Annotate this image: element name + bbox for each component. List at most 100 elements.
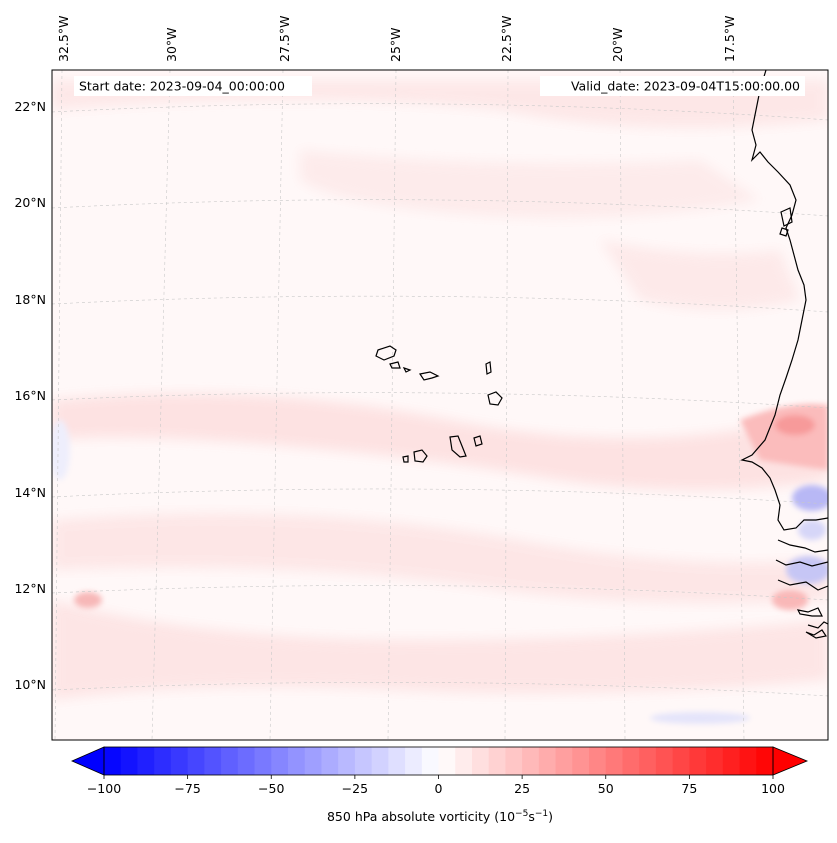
colorbar-cell <box>622 747 640 775</box>
vorticity-minimum <box>650 712 750 724</box>
colorbar-cell <box>170 747 189 775</box>
lat-label: 18°N <box>14 292 46 307</box>
lon-label: 20°W <box>610 27 625 62</box>
island-brava <box>402 455 409 463</box>
colorbar-cell <box>455 747 473 775</box>
lon-label: 17.5°W <box>722 16 737 62</box>
colorbar-cell <box>655 747 674 775</box>
coastline <box>740 70 828 639</box>
vorticity-maximum <box>74 592 102 608</box>
colorbar-cell <box>706 747 724 775</box>
colorbar-cell <box>488 747 507 775</box>
island-fogo <box>413 449 428 463</box>
colorbar-cell <box>321 747 339 775</box>
vorticity-band <box>600 240 800 310</box>
lat-label: 16°N <box>14 388 46 403</box>
lon-label: 30°W <box>164 27 179 62</box>
colorbar-cell <box>471 747 490 775</box>
vorticity-band <box>52 393 828 490</box>
lat-label: 10°N <box>14 677 46 692</box>
colorbar-cell <box>505 747 523 775</box>
colorbar: −100 −75 −50 −25 0 25 50 75 100 850 hPa absolute… <box>71 746 809 824</box>
vorticity-maximum <box>775 415 815 435</box>
lon-label: 22.5°W <box>499 16 514 62</box>
colorbar-tick-label: −25 <box>342 781 368 796</box>
island-sal <box>485 361 492 375</box>
lon-label: 27.5°W <box>277 16 292 62</box>
island-sao-vicente <box>389 361 401 369</box>
colorbar-cell <box>137 747 155 775</box>
colorbar-cell <box>672 747 690 775</box>
vorticity-minimum <box>52 420 70 480</box>
colorbar-cell <box>187 747 205 775</box>
island-maio <box>473 435 483 447</box>
vorticity-band <box>300 150 760 218</box>
vorticity-minimum <box>792 485 828 511</box>
colorbar-cell <box>405 747 423 775</box>
colorbar-cell <box>371 747 389 775</box>
colorbar-cell <box>237 747 256 775</box>
colorbar-cell <box>739 747 757 775</box>
valid-date-label: Valid_date: 2023-09-04T15:00:00.00 <box>571 79 800 94</box>
colorbar-label: 850 hPa absolute vorticity (10−5s−1) <box>327 809 553 824</box>
colorbar-tick-label: 0 <box>435 781 443 796</box>
colorbar-tick-label: −75 <box>174 781 200 796</box>
lon-label: 25°W <box>388 27 403 62</box>
colorbar-cell <box>605 747 624 775</box>
colorbar-cell <box>304 747 323 775</box>
colorbar-cell <box>555 747 573 775</box>
colorbar-cell <box>354 747 373 775</box>
colorbar-min-extension <box>71 746 105 776</box>
lat-label: 12°N <box>14 581 46 596</box>
colorbar-cell <box>221 747 239 775</box>
latitude-labels: 22°N 20°N 18°N 16°N 14°N 12°N 10°N <box>14 99 46 692</box>
colorbar-cell <box>254 747 272 775</box>
colorbar-cell <box>538 747 557 775</box>
colorbar-cell <box>689 747 707 775</box>
colorbar-cell <box>104 747 122 775</box>
vorticity-maximum <box>772 590 808 610</box>
island-sao-nicolau <box>419 371 440 381</box>
colorbar-cell <box>589 747 607 775</box>
colorbar-cell <box>438 747 456 775</box>
colorbar-cell <box>522 747 540 775</box>
vorticity-band <box>52 513 828 604</box>
island-boa-vista <box>487 391 503 406</box>
colorbar-tick-label: −50 <box>258 781 284 796</box>
lon-label: 32.5°W <box>56 16 71 62</box>
cape-verde-islands <box>375 345 503 463</box>
colorbar-cell <box>154 747 172 775</box>
island-santa-luzia <box>402 366 412 373</box>
island-santiago <box>449 435 467 458</box>
colorbar-tick-label: 25 <box>514 781 530 796</box>
colorbar-cell <box>271 747 289 775</box>
colorbar-cell <box>722 747 741 775</box>
colorbar-max-extension <box>772 746 809 776</box>
colorbar-cell <box>204 747 222 775</box>
start-date-label: Start date: 2023-09-04_00:00:00 <box>79 79 285 94</box>
vorticity-minimum <box>798 520 826 540</box>
colorbar-cell <box>421 747 440 775</box>
lat-label: 22°N <box>14 99 46 114</box>
vorticity-band <box>52 600 828 700</box>
colorbar-tick-label: 100 <box>761 781 785 796</box>
colorbar-tick-label: 50 <box>598 781 614 796</box>
start-date-box <box>74 76 312 96</box>
island-santo-antao <box>375 345 397 361</box>
valid-date-box <box>540 76 805 96</box>
colorbar-cell <box>572 747 590 775</box>
lat-label: 20°N <box>14 195 46 210</box>
map-frame <box>51 69 829 741</box>
colorbar-cell <box>287 747 306 775</box>
vorticity-minimum <box>786 556 828 584</box>
longitude-labels: 32.5°W 30°W 27.5°W 25°W 22.5°W 20°W 17.5… <box>56 16 737 62</box>
colorbar-tick-label: −100 <box>87 781 121 796</box>
lat-label: 14°N <box>14 485 46 500</box>
colorbar-cell <box>756 747 774 775</box>
graticule <box>52 70 828 740</box>
vorticity-field <box>52 70 828 740</box>
colorbar-cell <box>639 747 657 775</box>
colorbar-cell <box>388 747 406 775</box>
colorbar-cell <box>120 747 139 775</box>
